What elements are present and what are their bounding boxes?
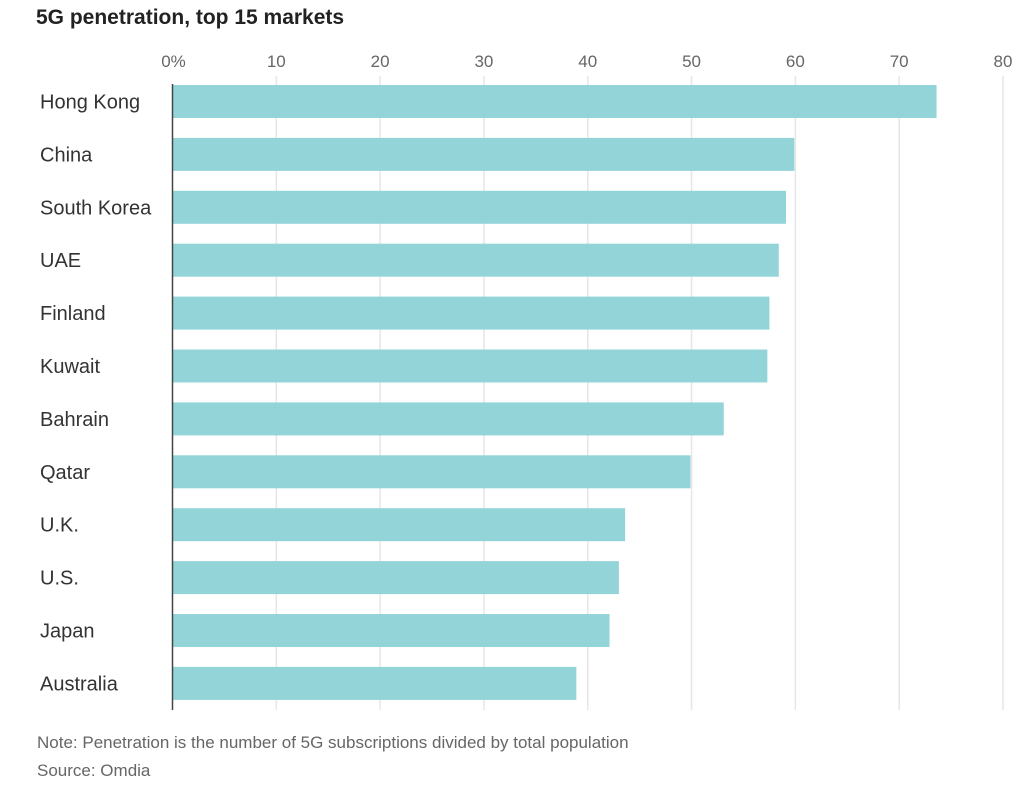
category-label: U.K. (40, 515, 79, 537)
bar-china (172, 137, 795, 171)
bar-south-korea (172, 190, 787, 224)
category-label: UAE (40, 250, 81, 272)
bar-japan (172, 614, 610, 647)
x-tick-label: 0% (161, 52, 186, 71)
category-label: Bahrain (40, 409, 109, 431)
category-label: U.S. (40, 568, 79, 590)
bar-chart: 0% 10 20 30 40 50 60 70 80 Hong Kong China South Ko… (40, 52, 1013, 710)
bar-finland (172, 296, 770, 330)
category-label: Japan (40, 621, 95, 643)
x-tick-label: 20 (371, 52, 390, 71)
category-label: China (40, 144, 93, 166)
bar-hong-kong (172, 85, 937, 118)
bar-kuwait (172, 349, 768, 383)
bar-uae (172, 243, 779, 277)
bar-qatar (172, 455, 691, 489)
category-label: Hong Kong (40, 92, 140, 114)
x-tick-label: 50 (682, 52, 701, 71)
category-label: Australia (40, 673, 119, 695)
x-tick-label: 30 (474, 52, 493, 71)
category-label: Qatar (40, 462, 90, 484)
bar-australia (172, 666, 577, 700)
x-tick-label: 60 (786, 52, 805, 71)
x-tick-label: 10 (267, 52, 286, 71)
bar-u-k- (172, 508, 626, 542)
bar-u-s- (172, 561, 619, 595)
bar-bahrain (172, 402, 724, 436)
chart-title: 5G penetration, top 15 markets (36, 6, 345, 29)
x-tick-label: 40 (578, 52, 597, 71)
x-tick-label: 80 (994, 52, 1013, 71)
category-label: South Korea (40, 197, 152, 219)
x-tick-label: 70 (890, 52, 909, 71)
category-label: Kuwait (40, 356, 100, 378)
category-label: Finland (40, 303, 106, 325)
chart-source: Source: Omdia (37, 761, 151, 780)
chart-note: Note: Penetration is the number of 5G su… (37, 733, 629, 752)
